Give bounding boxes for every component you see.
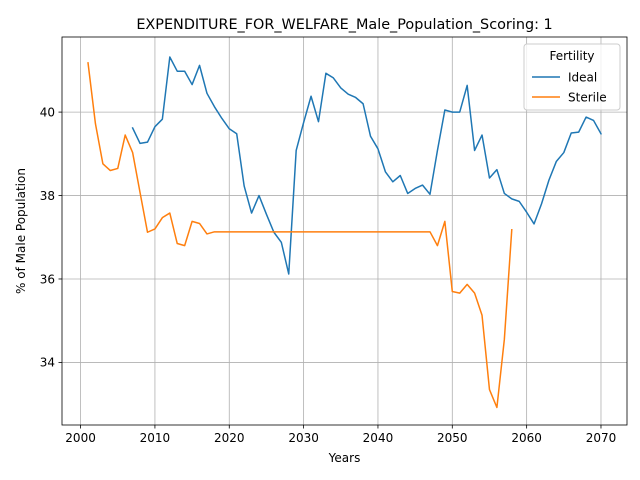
series-line-sterile: [87, 62, 513, 409]
x-tick-label: 2030: [288, 431, 319, 445]
series-line-ideal: [131, 56, 603, 275]
legend-title: Fertility: [549, 49, 594, 63]
chart-title: EXPENDITURE_FOR_WELFARE_Male_Population_…: [136, 17, 552, 33]
y-tick-label: 34: [40, 356, 55, 370]
x-tick-label: 2050: [437, 431, 468, 445]
x-tick-label: 2000: [65, 431, 96, 445]
legend-items: Ideal Sterile: [532, 70, 607, 104]
plot-frame: [61, 36, 628, 426]
x-axis-label: Years: [328, 451, 361, 465]
y-tick-label: 36: [40, 272, 55, 286]
y-tick-label: 40: [40, 105, 55, 119]
y-axis-ticks: 34 36 38 40: [40, 105, 62, 370]
x-tick-label: 2010: [140, 431, 171, 445]
y-axis-label: % of Male Population: [14, 168, 28, 294]
legend-box: [523, 43, 621, 111]
legend-label-ideal: Ideal: [568, 70, 597, 84]
x-axis-ticks: 2000 2010 2020 2030 2040 2050 2060 2070: [65, 425, 616, 445]
legend: Fertility Ideal Sterile: [523, 43, 621, 111]
x-tick-label: 2060: [511, 431, 542, 445]
x-tick-label: 2070: [586, 431, 617, 445]
y-tick-label: 38: [40, 189, 55, 203]
legend-label-sterile: Sterile: [568, 90, 607, 104]
x-tick-label: 2020: [214, 431, 245, 445]
series-lines: [87, 56, 603, 409]
x-tick-label: 2040: [363, 431, 394, 445]
